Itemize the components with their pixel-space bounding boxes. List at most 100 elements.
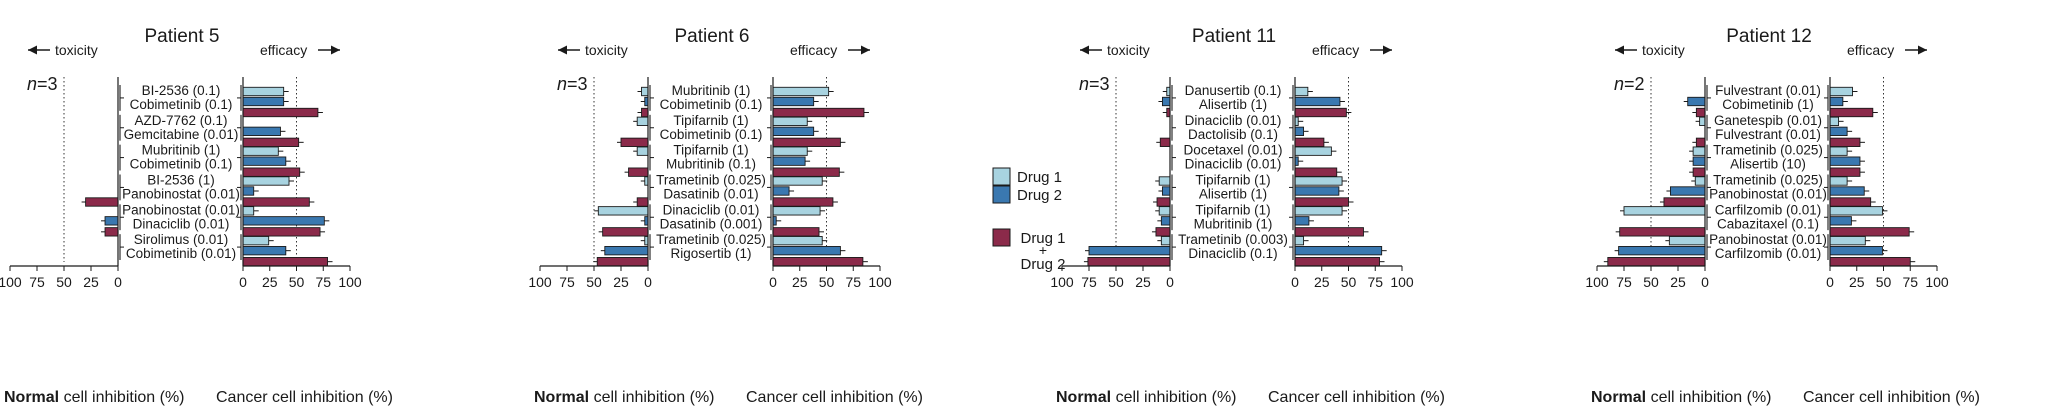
normal-bar-d1 <box>1160 236 1171 246</box>
cancer-axis-title: Cancer cell inhibition (%) <box>1268 389 1445 406</box>
panel-1: Patient 5 toxicity efficacy n=3 BI-2536 (0.1… <box>0 26 393 406</box>
cancer-tick-label: 25 <box>1849 274 1865 290</box>
cancer-bar-combo <box>772 167 840 177</box>
n-symbol: n <box>27 74 37 94</box>
normal-bar-d2 <box>1692 156 1706 166</box>
cancer-bar-combo <box>242 167 301 177</box>
drug1-label: AZD-7762 (0.1) <box>134 113 227 128</box>
legend-label-combo-line1: Drug 1 <box>1020 230 1065 247</box>
legend-swatch-drug2 <box>992 185 1011 204</box>
normal-tick-label: 25 <box>1670 274 1686 290</box>
cancer-tick-label: 0 <box>239 274 247 290</box>
panel-title: Patient 5 <box>145 26 220 47</box>
normal-tick-label: 100 <box>1585 274 1609 290</box>
normal-bar-combo <box>85 197 119 207</box>
normal-bar-combo <box>596 257 649 267</box>
cancer-bar-combo <box>1829 257 1911 267</box>
normal-bar-d1 <box>1158 176 1171 186</box>
drug1-label: Mubritinib (1) <box>672 83 751 98</box>
cancer-bar-d1 <box>1294 146 1332 156</box>
cancer-tick-label: 0 <box>769 274 777 290</box>
drug2-label: Dasatinib (0.01) <box>663 187 758 202</box>
normal-bar-combo <box>1619 227 1706 237</box>
normal-bar-d2 <box>604 246 649 256</box>
cancer-bar-d1 <box>772 176 823 186</box>
drug2-label: Mubritinib (0.1) <box>666 157 756 172</box>
normal-bar-d2 <box>1669 186 1706 196</box>
normal-bar-combo <box>628 167 649 177</box>
normal-tick-label: 0 <box>1166 274 1174 290</box>
normal-tick-label: 50 <box>1643 274 1659 290</box>
panel-title: Patient 12 <box>1726 26 1812 47</box>
cancer-bar-d1 <box>242 236 270 246</box>
cancer-bar-d2 <box>1829 126 1848 136</box>
normal-tick-label: 75 <box>29 274 45 290</box>
cancer-bar-d1 <box>1294 236 1305 246</box>
drug1-label: Panobinostat (0.01) <box>1709 232 1827 247</box>
normal-tick-label: 25 <box>613 274 629 290</box>
cancer-bar-d1 <box>242 206 255 216</box>
cancer-tick-label: 75 <box>1902 274 1918 290</box>
cancer-tick-label: 50 <box>289 274 305 290</box>
cancer-bar-d2 <box>242 246 287 256</box>
normal-bar-combo <box>104 227 119 237</box>
normal-tick-label: 75 <box>1616 274 1632 290</box>
drug1-label: Dinaciclib (0.01) <box>663 202 760 217</box>
cancer-bar-combo <box>1294 107 1347 118</box>
drug2-label: Cobimetinib (0.1) <box>660 97 763 112</box>
drug1-label: Tipifarnib (1) <box>1195 202 1270 217</box>
cancer-bar-d2 <box>772 246 841 256</box>
cancer-bar-d1 <box>1294 86 1309 97</box>
normal-bar-combo <box>636 197 649 207</box>
cancer-tick-label: 25 <box>1314 274 1330 290</box>
panel-2: Patient 6 toxicity efficacy n=3 Mubritinib (… <box>528 26 923 406</box>
cancer-tick-label: 75 <box>845 274 861 290</box>
n-symbol: n <box>557 74 567 94</box>
cancer-bar-d1 <box>242 86 285 97</box>
normal-bar-d1 <box>1623 206 1706 216</box>
normal-tick-label: 100 <box>1050 274 1074 290</box>
n-symbol: n <box>1614 74 1624 94</box>
drug2-label: Cabazitaxel (0.1) <box>1717 216 1819 231</box>
drug2-label: Alisertib (10) <box>1730 157 1806 172</box>
normal-axis-title: Normal cell inhibition (%) <box>1591 389 1772 406</box>
panel-title: Patient 11 <box>1192 26 1276 47</box>
cancer-bar-d2 <box>772 126 815 136</box>
cancer-tick-label: 50 <box>819 274 835 290</box>
cancer-bar-d2 <box>1294 216 1310 226</box>
legend-swatch-combo <box>992 228 1011 247</box>
cancer-bar-combo <box>1294 197 1349 207</box>
n-value: =3 <box>567 74 588 94</box>
cancer-bar-d2 <box>1294 246 1383 256</box>
cancer-axis-title: Cancer cell inhibition (%) <box>746 389 923 406</box>
cancer-axis-title: Cancer cell inhibition (%) <box>1803 389 1980 406</box>
legend-label-combo-line3: Drug 2 <box>1020 256 1065 273</box>
cancer-bar-d2 <box>242 216 325 226</box>
normal-tick-label: 100 <box>528 274 552 290</box>
normal-axis-title: Normal cell inhibition (%) <box>1056 389 1237 406</box>
cancer-bar-d2 <box>772 186 790 196</box>
panel-4: Patient 12 toxicity efficacy n=2 Fulvestrant… <box>1585 26 1980 406</box>
cancer-bar-combo <box>772 107 865 118</box>
normal-bar-combo <box>1663 197 1706 207</box>
drug1-label: Panobinostat (0.01) <box>122 202 240 217</box>
cancer-bar-d1 <box>772 86 830 97</box>
cancer-bar-d1 <box>1294 206 1343 216</box>
drug2-label: Cobimetinib (0.01) <box>126 246 236 261</box>
drug2-label: Alisertib (1) <box>1199 97 1267 112</box>
normal-bar-d1 <box>1692 146 1706 156</box>
toxicity-label: toxicity <box>1107 42 1150 58</box>
toxicity-label: toxicity <box>1642 42 1685 58</box>
drug1-label: Trametinib (0.025) <box>656 232 766 247</box>
drug2-label: Cobimetinib (0.1) <box>130 157 233 172</box>
efficacy-arrow-head <box>1918 45 1927 55</box>
normal-bar-combo <box>1087 257 1171 267</box>
drug1-label: Mubritinib (1) <box>142 143 221 158</box>
cancer-bar-d2 <box>1829 216 1852 226</box>
drug2-label: Cobimetinib (0.1) <box>130 97 233 112</box>
normal-axis-title-rest: cell inhibition (%) <box>1646 389 1771 406</box>
cancer-bar-d1 <box>1829 86 1853 97</box>
cancer-tick-label: 100 <box>1390 274 1414 290</box>
normal-bar-combo <box>1155 227 1171 237</box>
